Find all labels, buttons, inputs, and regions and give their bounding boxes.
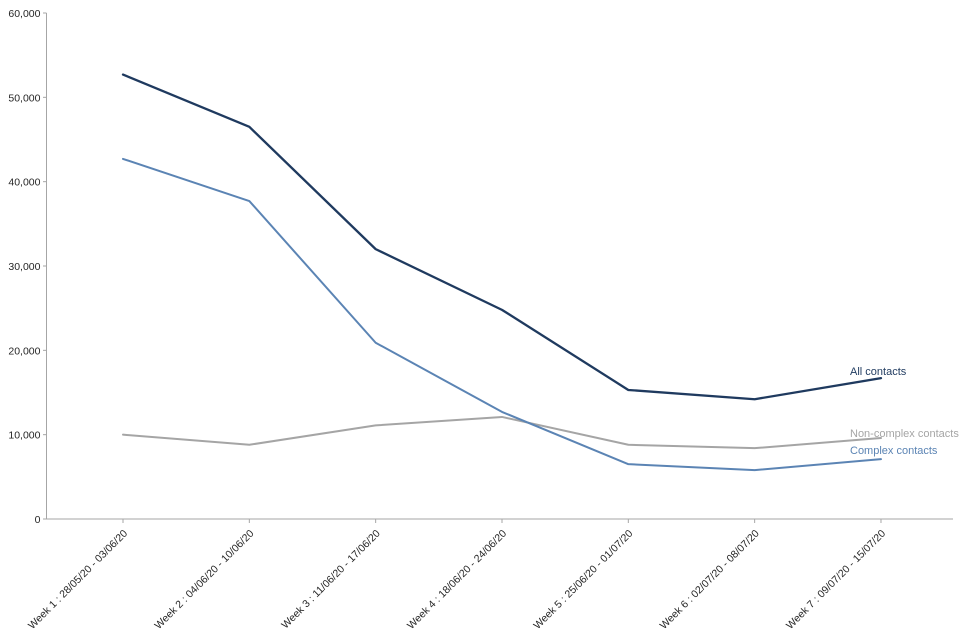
series-label-all-contacts: All contacts [850, 366, 907, 378]
y-axis-tick-label: 20,000 [8, 345, 40, 357]
x-axis-tick-label: Week 7 : 09/07/20 - 15/07/20 [784, 528, 888, 632]
y-axis-tick-label: 0 [35, 514, 41, 526]
series-line-non-complex-contacts [122, 415, 882, 450]
x-axis-tick-label: Week 2 : 04/06/20 - 10/06/20 [152, 528, 256, 632]
series-label-complex-contacts: Complex contacts [850, 445, 938, 457]
y-axis-tick-label: 60,000 [8, 8, 40, 20]
x-axis-tick-label: Week 3 : 11/06/20 - 17/06/20 [279, 528, 383, 632]
x-axis-tick-label: Week 4 : 18/06/20 - 24/06/20 [405, 528, 509, 632]
series-line-complex-contacts [122, 157, 882, 472]
x-axis-tick-label: Week 5 : 25/06/20 - 01/07/20 [531, 528, 635, 632]
series-label-non-complex-contacts: Non-complex contacts [850, 428, 959, 440]
y-axis-tick-label: 10,000 [8, 430, 40, 442]
x-axis-tick-label: Week 6 : 02/07/20 - 08/07/20 [658, 528, 762, 632]
y-axis-tick-label: 50,000 [8, 92, 40, 104]
x-axis-tick-label: Week 1 : 28/05/20 - 03/06/20 [26, 528, 130, 632]
y-axis-tick-label: 30,000 [8, 261, 40, 273]
series-line-all-contacts [121, 73, 883, 401]
y-axis-tick-label: 40,000 [8, 177, 40, 189]
